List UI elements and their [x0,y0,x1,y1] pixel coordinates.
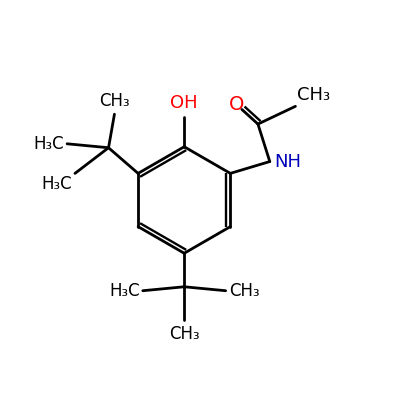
Text: NH: NH [274,152,302,170]
Text: CH₃: CH₃ [297,86,330,104]
Text: H₃C: H₃C [109,282,140,300]
Text: CH₃: CH₃ [169,325,200,343]
Text: H₃C: H₃C [33,135,64,153]
Text: CH₃: CH₃ [229,282,260,300]
Text: O: O [228,95,244,114]
Text: OH: OH [170,94,198,112]
Text: CH₃: CH₃ [99,92,130,110]
Text: H₃C: H₃C [41,175,72,193]
